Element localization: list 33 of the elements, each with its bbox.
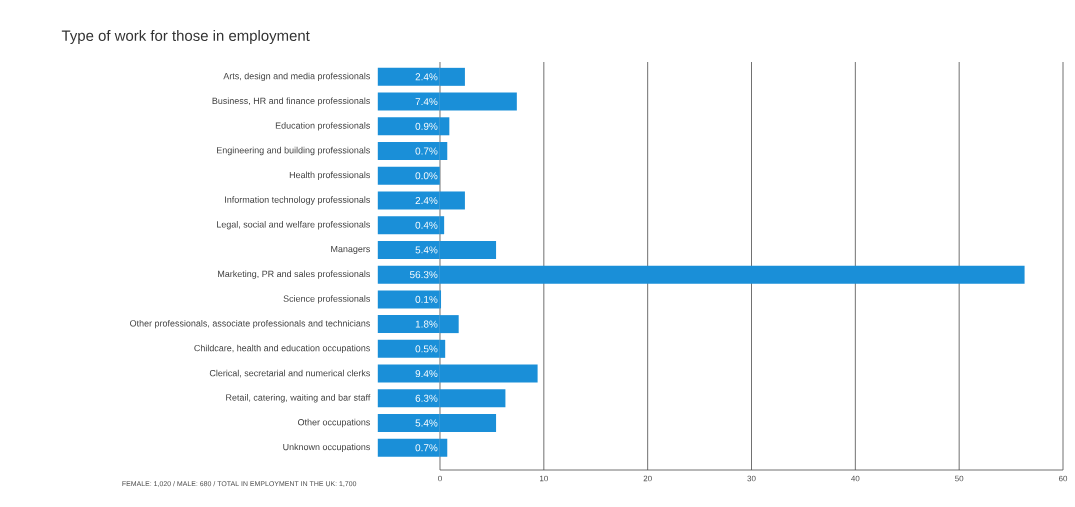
y-tick-label: Unknown occupations — [283, 443, 370, 452]
data-label: 6.3% — [415, 394, 438, 402]
y-tick-label: Science professionals — [283, 295, 370, 304]
data-label: 0.5% — [415, 345, 438, 353]
data-label: 0.9% — [415, 122, 438, 130]
data-label: 2.4% — [415, 73, 438, 81]
y-tick-label: Engineering and building professionals — [217, 146, 370, 156]
y-tick-label: Information technology professionals — [225, 196, 370, 205]
data-label: 5.4% — [415, 419, 438, 427]
data-label: 0.4% — [415, 221, 438, 229]
text: Type of work for those in employment — [61, 30, 310, 44]
data-label: 9.4% — [415, 370, 438, 378]
data-label: 0.7% — [415, 444, 438, 452]
y-tick-label: Retail, catering, waiting and bar staff — [226, 394, 371, 403]
data-label: 2.4% — [415, 196, 438, 204]
y-tick-label: Childcare, health and education occupations — [194, 344, 370, 354]
y-tick-label: Clerical, secretarial and numerical clerks — [209, 369, 370, 378]
y-tick-label: Legal, social and welfare professionals — [217, 221, 370, 230]
data-label: 56.3% — [409, 271, 438, 279]
data-label: 1.8% — [415, 320, 438, 328]
y-tick-label: Marketing, PR and sales professionals — [218, 270, 370, 279]
data-label: 7.4% — [415, 98, 438, 106]
y-tick-label: Other occupations — [298, 418, 371, 428]
y-tick-label: Business, HR and finance professionals — [212, 97, 370, 106]
data-label: 5.4% — [415, 246, 438, 254]
data-label: 0.7% — [415, 147, 438, 155]
y-tick-label: Health professionals — [289, 171, 370, 180]
data-label: 0.1% — [415, 295, 438, 303]
y-tick-label: Education professionals — [275, 122, 370, 131]
y-tick-label: Other professionals, associate professionals and technicians — [130, 319, 370, 329]
data-label: 0.0% — [415, 172, 438, 180]
y-tick-label: Arts, design and media professionals — [223, 72, 370, 82]
y-tick-label: Managers — [331, 245, 371, 254]
